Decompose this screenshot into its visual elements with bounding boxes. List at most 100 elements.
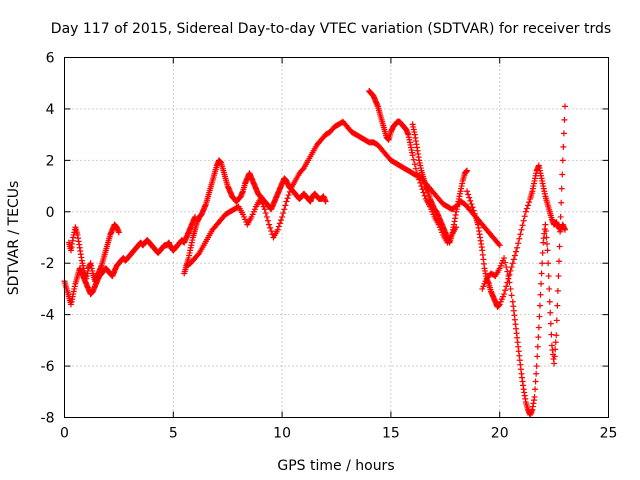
data-point <box>542 221 549 228</box>
data-point <box>539 260 546 267</box>
data-point <box>410 156 417 163</box>
y-axis-label: SDTVAR / TECUs <box>6 181 22 296</box>
data-point <box>464 188 471 195</box>
data-point <box>503 283 510 290</box>
data-point <box>523 205 530 212</box>
series-seg4 <box>183 118 503 269</box>
data-point <box>532 386 539 393</box>
y-tick-label: 0 <box>46 205 55 221</box>
data-point <box>544 247 551 254</box>
data-point <box>496 242 503 249</box>
data-point <box>276 220 283 227</box>
data-point <box>275 223 282 230</box>
data-point <box>551 360 558 367</box>
data-point <box>552 339 559 346</box>
data-point <box>508 264 515 271</box>
data-point <box>465 191 472 198</box>
data-point <box>409 152 416 159</box>
data-point <box>536 302 543 309</box>
data-point <box>195 251 202 258</box>
tick-labels: 0 5 10 15 20 25 -8 -6 -4 -2 0 2 4 6 <box>41 51 618 442</box>
y-tick-label: -4 <box>41 308 55 324</box>
data-point <box>546 298 553 305</box>
data-point <box>516 235 523 242</box>
x-axis-label: GPS time / hours <box>277 458 394 474</box>
data-point <box>561 226 568 233</box>
data-point <box>280 210 287 217</box>
data-point <box>558 185 565 192</box>
data-point <box>261 206 268 213</box>
x-tick-label: 0 <box>60 426 69 442</box>
data-point <box>508 292 515 299</box>
data-point <box>268 228 275 235</box>
data-point <box>555 258 562 265</box>
data-point <box>543 234 550 241</box>
series-seg2 <box>65 221 122 285</box>
series-seg3 <box>181 157 329 277</box>
chart-title: Day 117 of 2015, Sidereal Day-to-day VTE… <box>51 21 611 37</box>
data-point <box>560 130 567 137</box>
data-point <box>283 198 290 205</box>
y-tick-label: 2 <box>46 153 55 169</box>
axis-ticks <box>64 57 609 418</box>
data-point <box>521 213 528 220</box>
x-tick-label: 15 <box>382 426 400 442</box>
data-point <box>555 273 562 280</box>
data-point <box>267 224 274 231</box>
data-point <box>503 264 510 271</box>
data-point <box>558 199 565 206</box>
data-point <box>264 217 271 224</box>
data-point <box>535 324 542 331</box>
data-point <box>547 309 554 316</box>
data-point <box>545 260 552 267</box>
x-tick-label: 25 <box>600 426 618 442</box>
data-point <box>559 157 566 164</box>
data-point <box>419 186 426 193</box>
data-point <box>285 192 292 199</box>
data-point <box>507 267 514 274</box>
data-point <box>537 291 544 298</box>
data-point <box>284 195 291 202</box>
data-point <box>544 240 551 247</box>
data-point <box>535 334 542 341</box>
series-seg1 <box>61 213 199 308</box>
x-tick-label: 5 <box>169 426 178 442</box>
data-point <box>416 176 423 183</box>
data-point <box>279 213 286 220</box>
y-tick-label: -8 <box>41 411 55 427</box>
data-point <box>526 199 533 206</box>
data-point <box>534 343 541 350</box>
data-point <box>507 285 514 292</box>
data-point <box>299 166 306 173</box>
data-point <box>469 204 476 211</box>
data-point <box>561 103 568 110</box>
data-point <box>520 217 527 224</box>
data-point <box>504 268 511 275</box>
data-point <box>533 370 540 377</box>
data-point <box>554 287 561 294</box>
data-point <box>515 240 522 247</box>
data-point <box>322 198 329 205</box>
data-point <box>560 143 567 150</box>
data-point <box>282 202 289 209</box>
data-marks <box>61 87 568 418</box>
data-point <box>513 248 520 255</box>
data-point <box>553 317 560 324</box>
data-point <box>531 393 538 400</box>
data-point <box>511 252 518 259</box>
series-seg7 <box>464 162 568 310</box>
data-point <box>505 273 512 280</box>
data-point <box>509 260 516 267</box>
series-seg5 <box>366 87 460 246</box>
series-seg6 <box>409 121 471 246</box>
data-point <box>542 228 549 235</box>
x-tick-label: 20 <box>491 426 509 442</box>
data-point <box>559 171 566 178</box>
data-point <box>524 202 531 209</box>
data-point <box>466 194 473 201</box>
data-point <box>546 285 553 292</box>
x-tick-label: 10 <box>273 426 291 442</box>
data-point <box>545 273 552 280</box>
data-point <box>417 179 424 186</box>
